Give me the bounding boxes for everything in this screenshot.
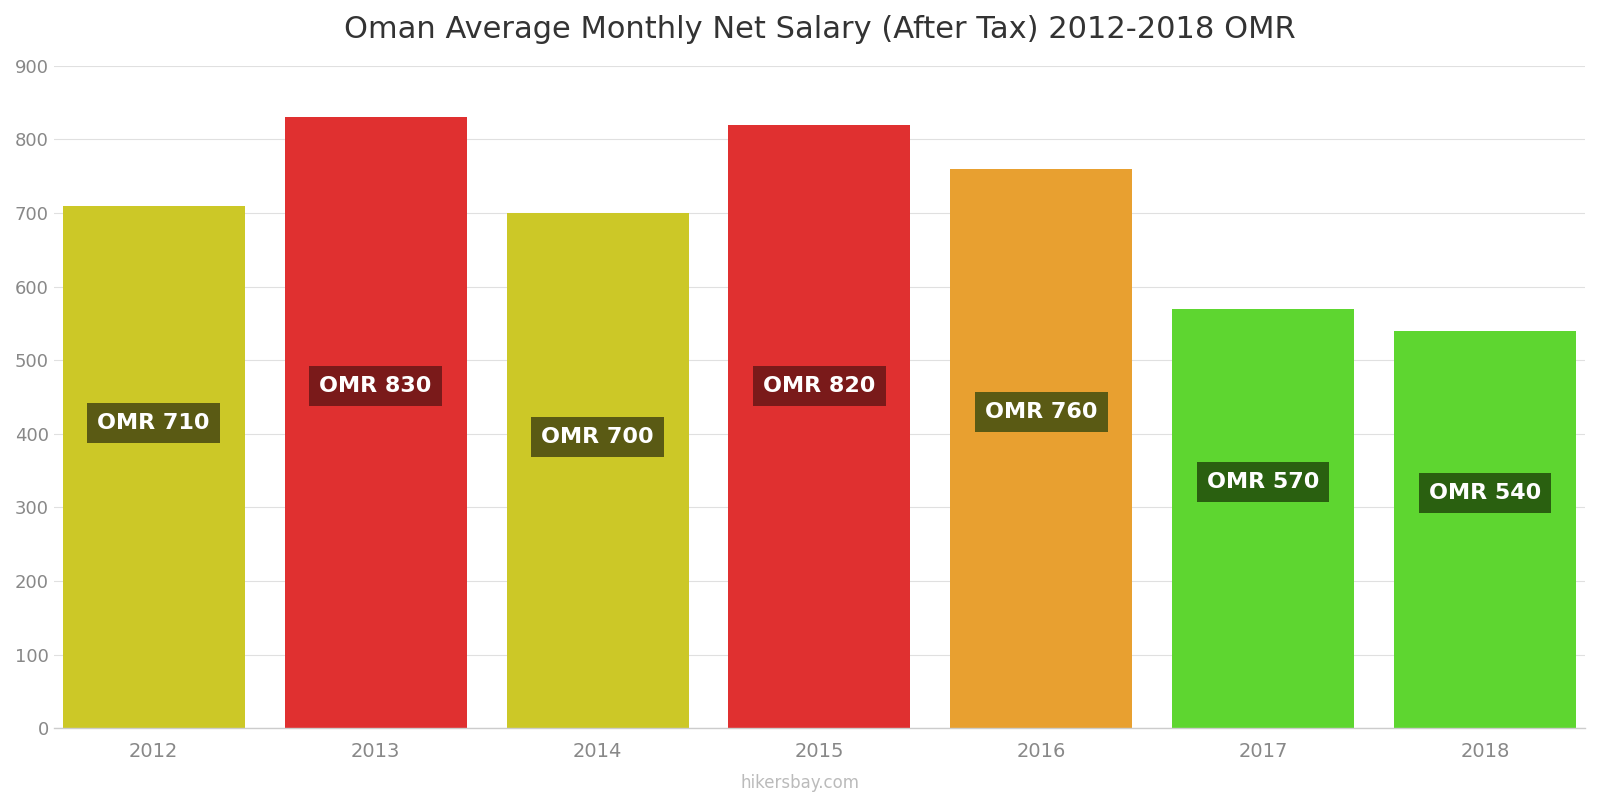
Text: hikersbay.com: hikersbay.com [741,774,859,792]
Text: OMR 710: OMR 710 [98,413,210,433]
Text: OMR 700: OMR 700 [541,427,654,447]
Text: OMR 830: OMR 830 [320,376,432,396]
Text: OMR 820: OMR 820 [763,376,875,396]
Title: Oman Average Monthly Net Salary (After Tax) 2012-2018 OMR: Oman Average Monthly Net Salary (After T… [344,15,1296,44]
Bar [62,206,245,728]
Bar [728,125,910,728]
Bar [285,118,467,728]
Bar [1394,330,1576,728]
Text: OMR 540: OMR 540 [1429,482,1541,502]
Bar [1173,309,1354,728]
Text: OMR 760: OMR 760 [986,402,1098,422]
Bar [950,169,1133,728]
Text: OMR 570: OMR 570 [1206,471,1320,491]
Bar [507,213,688,728]
